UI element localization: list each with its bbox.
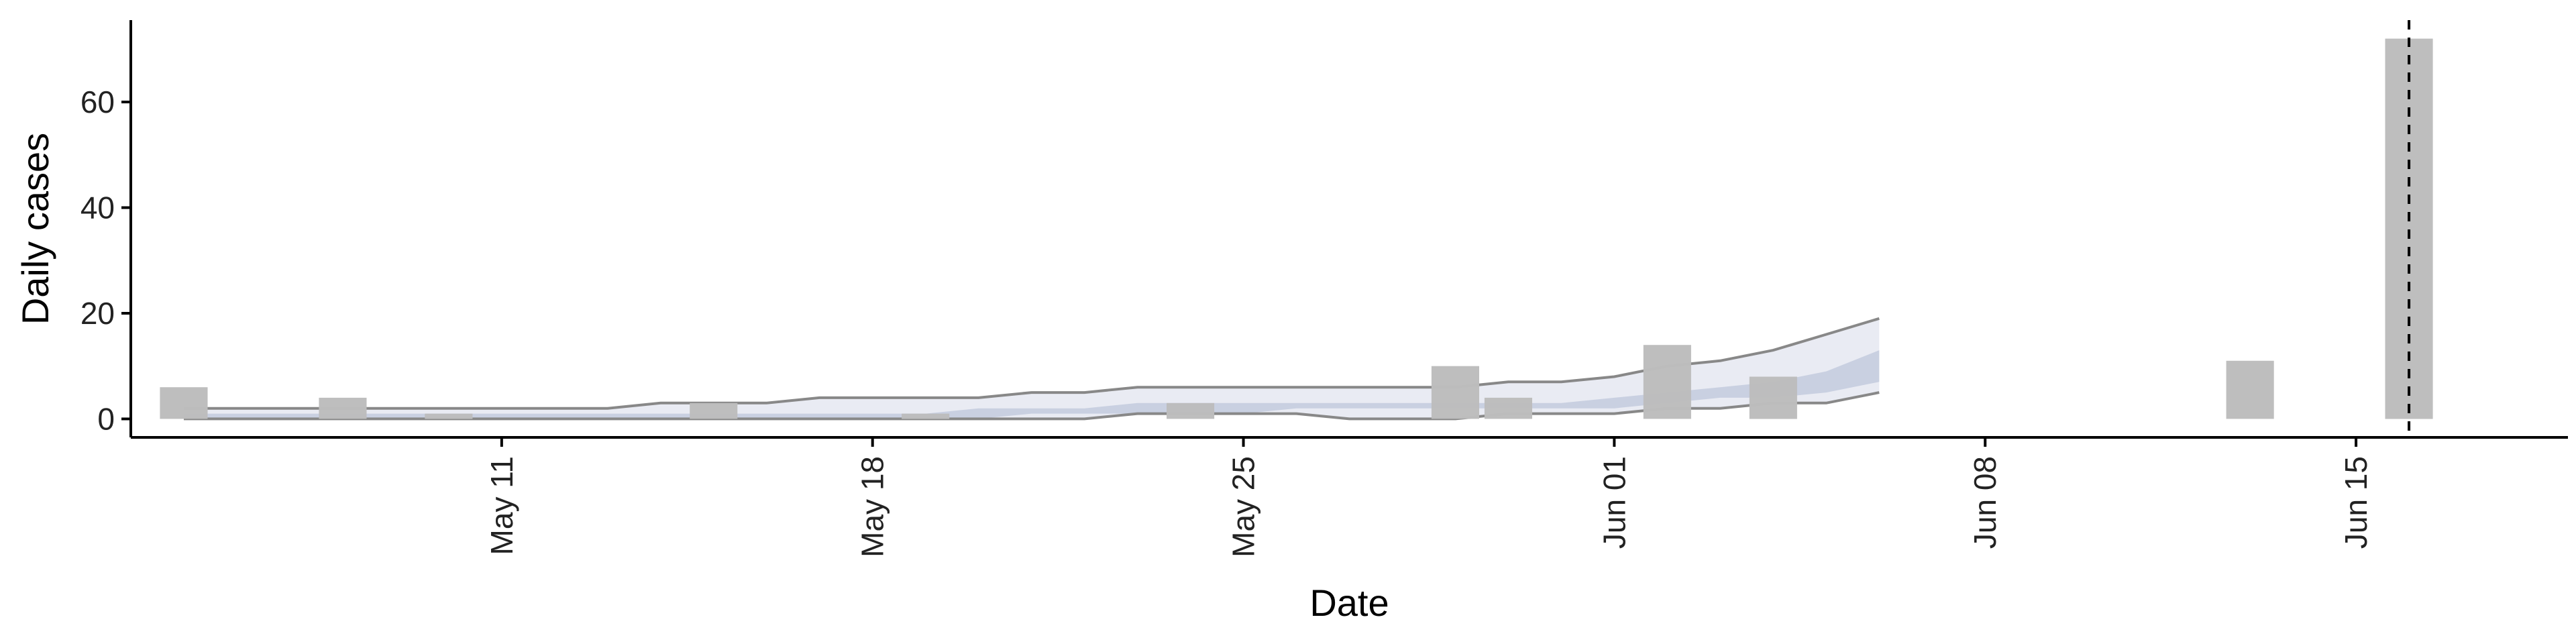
case-bar [425,413,473,419]
case-bar [690,402,738,419]
case-bar [1167,402,1215,419]
case-bar [160,387,208,419]
x-tick-label: May 18 [855,456,890,557]
x-axis-ticks: May 11 May 18 May 25 Jun 01 Jun 08 Jun 15 [484,437,2373,557]
case-bar [319,397,367,419]
y-axis-ticks: 0 20 40 60 [80,85,131,436]
case-bar [902,413,950,419]
x-tick-label: Jun 01 [1597,456,1631,549]
x-tick-label: May 11 [484,456,519,555]
case-bar [1431,366,1479,419]
y-axis-title: Daily cases [14,133,56,325]
x-tick-label: May 25 [1226,456,1261,557]
x-tick-label: Jun 08 [1968,456,2002,549]
upper-interval-line [184,317,1880,410]
case-bar [1643,345,1691,419]
y-tick-label: 20 [80,296,115,331]
case-bar [1484,397,1532,419]
y-tick-label: 60 [80,85,115,119]
y-tick-label: 0 [97,401,115,436]
observed-bars [160,38,2433,419]
case-bar [1749,376,1797,419]
x-tick-label: Jun 15 [2339,456,2373,549]
y-tick-label: 40 [80,191,115,225]
x-axis-title: Date [1309,582,1389,624]
case-bar [2226,360,2274,419]
